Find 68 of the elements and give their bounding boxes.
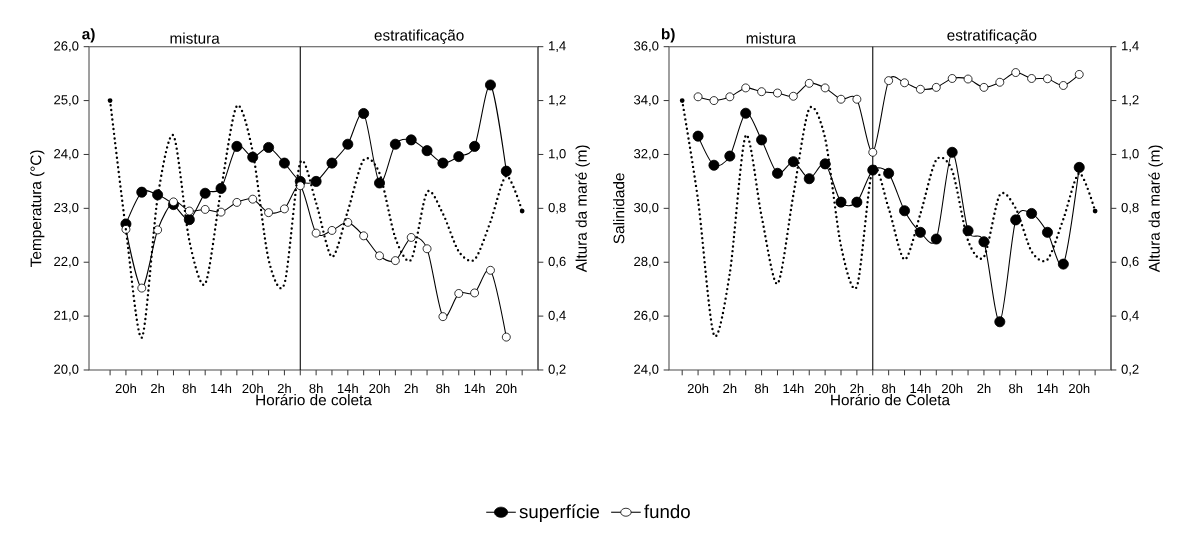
y2-tick-label: 0,8 bbox=[1121, 202, 1139, 214]
x-tick-label: 8h bbox=[1009, 383, 1023, 394]
y2-tick-label: 1,4 bbox=[1122, 41, 1139, 53]
y-tick-label: 34,0 bbox=[634, 95, 659, 106]
text: mistura bbox=[170, 32, 220, 44]
x-tick-label: 8h bbox=[182, 383, 196, 394]
x-tick-label: 2h bbox=[277, 383, 291, 394]
text: estratificação bbox=[374, 29, 464, 44]
legend-label: fundo bbox=[644, 504, 690, 519]
y-tick-label: 24,0 bbox=[54, 149, 79, 160]
x-tick-label: 14h bbox=[910, 383, 931, 394]
y-tick-label: 26,0 bbox=[634, 310, 659, 322]
y-tick-label: 23,0 bbox=[54, 202, 79, 214]
y2-tick-label: 1,2 bbox=[1122, 95, 1139, 106]
y2-tick-label: 1,0 bbox=[1122, 149, 1139, 160]
legend-label: superfície bbox=[519, 504, 600, 522]
text: mistura bbox=[746, 32, 797, 44]
x-tick-label: 8h bbox=[754, 383, 769, 394]
y2-tick-label: 1,2 bbox=[549, 95, 566, 106]
y2-axis-title: Altura da maré (m) bbox=[1148, 145, 1163, 273]
y-axis-title: Temperatura (°C) bbox=[30, 150, 45, 267]
x-tick-label: 14h bbox=[211, 383, 232, 394]
chart-title: a) bbox=[82, 28, 95, 43]
x-tick-label: 20h bbox=[687, 383, 709, 394]
x-tick-label: 2h bbox=[723, 383, 737, 394]
y-tick-label: 28,0 bbox=[634, 256, 659, 268]
x-tick-label: 14h bbox=[1037, 383, 1058, 394]
y2-tick-label: 1,0 bbox=[549, 149, 566, 160]
y-tick-label: 21,0 bbox=[54, 310, 79, 322]
y-tick-label: 22,0 bbox=[54, 256, 79, 268]
x-tick-label: 14h bbox=[464, 383, 485, 394]
y2-axis-title: Altura da maré (m) bbox=[575, 145, 590, 273]
text: estratificação bbox=[947, 29, 1037, 44]
y2-tick-label: 0,2 bbox=[1121, 364, 1139, 376]
x-tick-label: 2h bbox=[151, 383, 165, 394]
x-tick-label: 20h bbox=[496, 383, 517, 394]
x-tick-label: 2h bbox=[850, 383, 864, 394]
y2-tick-label: 0,4 bbox=[1121, 310, 1139, 322]
x-tick-label: 8h bbox=[309, 383, 323, 394]
x-tick-label: 14h bbox=[337, 383, 358, 394]
chart-title: b) bbox=[661, 28, 675, 43]
x-tick-label: 20h bbox=[1068, 383, 1090, 394]
y2-tick-label: 0,2 bbox=[548, 364, 566, 376]
x-tick-label: 8h bbox=[881, 383, 896, 394]
x-axis-title: Horário de coleta bbox=[256, 393, 372, 406]
y-tick-label: 30,0 bbox=[634, 202, 659, 214]
y2-tick-label: 0,6 bbox=[548, 256, 566, 268]
x-tick-label: 20h bbox=[814, 383, 836, 394]
y-axis-title: Salinidade bbox=[613, 173, 625, 244]
x-tick-label: 20h bbox=[115, 383, 136, 394]
y2-tick-label: 0,6 bbox=[1121, 256, 1139, 268]
y-tick-label: 20,0 bbox=[54, 364, 79, 376]
x-tick-label: 8h bbox=[436, 383, 450, 394]
y-tick-label: 36,0 bbox=[634, 41, 659, 53]
x-tick-label: 20h bbox=[941, 383, 963, 394]
y2-tick-label: 0,4 bbox=[548, 310, 566, 322]
x-tick-label: 2h bbox=[404, 383, 418, 394]
y-tick-label: 32,0 bbox=[634, 149, 659, 160]
x-tick-label: 14h bbox=[783, 383, 804, 394]
y-tick-label: 26,0 bbox=[54, 41, 79, 53]
y-tick-label: 24,0 bbox=[634, 364, 659, 376]
y2-tick-label: 0,8 bbox=[548, 202, 566, 214]
x-tick-label: 2h bbox=[977, 383, 991, 394]
x-axis-title: Horário de Coleta bbox=[831, 393, 951, 406]
y-tick-label: 25,0 bbox=[54, 95, 79, 106]
x-tick-label: 20h bbox=[369, 383, 390, 394]
y2-tick-label: 1,4 bbox=[549, 41, 566, 53]
x-tick-label: 20h bbox=[242, 383, 263, 394]
